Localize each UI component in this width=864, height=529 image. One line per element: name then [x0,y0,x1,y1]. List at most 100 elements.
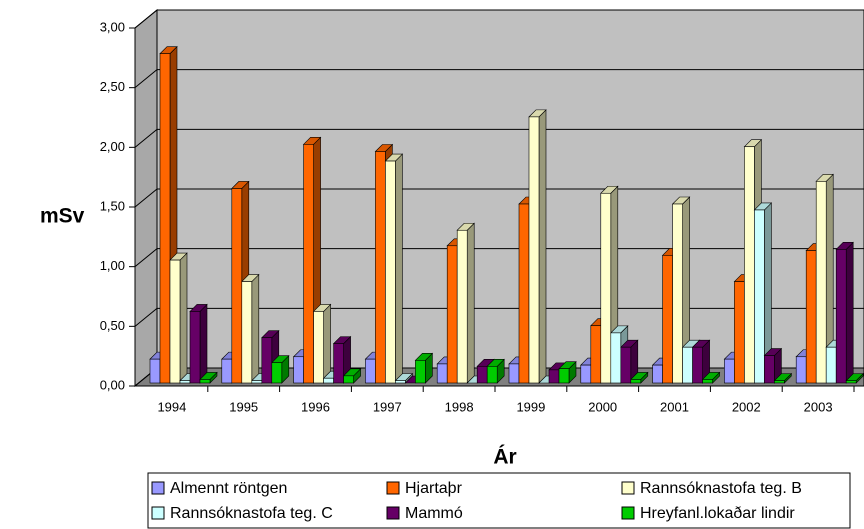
bar-front [734,281,745,384]
bar-front [508,363,520,384]
y-tick-label: 1,50 [100,198,125,213]
bar-front [744,146,755,384]
legend-swatch [151,506,165,520]
bar-side [199,303,208,384]
x-tick-label: 1995 [229,399,258,414]
bar-front [241,281,253,384]
bar-front [415,360,426,384]
grid-line [134,128,158,148]
bar [189,303,208,384]
bar [414,352,434,384]
bar-front [815,181,827,384]
y-tick-label: 2,00 [100,139,125,154]
bar-front [600,192,612,384]
y-tick-label: 2,50 [100,79,125,94]
bar-side [179,252,188,384]
bar-side [251,273,260,384]
bar [486,358,505,384]
bar [671,196,691,384]
grid-line [134,69,158,89]
bar-front [682,346,693,384]
x-tick-label: 1996 [301,399,330,414]
bar-front [271,362,283,384]
bar-front [630,379,642,384]
bar-front [395,380,406,384]
bar [312,303,332,384]
bar [701,371,721,384]
bar-front [231,188,243,384]
legend-label: Almennt röntgen [170,480,287,497]
x-tick-label: 1999 [516,399,545,414]
bar-front [221,358,233,384]
x-tick-label: 2003 [804,399,833,414]
bar-front [548,369,560,384]
legend-label: Rannsóknastofa teg. B [640,480,802,497]
bar [630,371,649,384]
y-tick-label: 0,50 [100,318,125,333]
x-axis-title: Ár [493,446,516,469]
legend-swatch [621,506,635,520]
bar-front [149,358,161,384]
bar [456,222,475,384]
bar-front [375,151,386,384]
bar [528,109,547,384]
bar [620,339,639,384]
bar-front [486,365,498,384]
legend-label: Hreyfanl.lokaðar lindir [640,505,795,522]
grid-line [134,188,158,208]
bar [691,339,711,384]
bar-front [159,53,171,384]
bar-front [672,203,683,384]
bar-front [261,337,273,384]
bar-front [805,250,817,384]
bar-front [293,356,304,384]
x-tick-label: 1997 [373,399,402,414]
legend-swatch [621,481,635,495]
x-tick-label: 2000 [588,399,617,414]
bar-front [590,325,602,384]
x-tick-label: 1998 [445,399,474,414]
bar-side [323,303,331,384]
bar-front [580,364,592,384]
bar-side [395,153,403,384]
bar-front [436,363,448,384]
bar [753,202,773,384]
bar [835,241,854,384]
y-axis-title: mSv [40,205,85,228]
bar-front [774,380,785,384]
bar-front [365,358,376,384]
bar-front [528,116,540,384]
bar-front [558,368,570,384]
bar-front [662,255,673,384]
legend-label: Rannsóknastofa teg. C [170,505,333,522]
bar-front [456,229,468,384]
bar-front [313,311,324,384]
bar-front [835,249,847,384]
bar-front [845,380,857,384]
bar [558,360,577,384]
bar-front [764,355,775,384]
x-tick-label: 2002 [732,399,761,414]
bar-side [466,222,475,384]
legend-label: Hjartaþr [405,480,463,497]
bar-front [169,259,181,384]
bar [845,372,864,384]
bar [241,273,260,384]
legend-swatch [386,506,400,520]
bar-front [189,311,201,384]
bar-front [795,356,807,384]
bar [394,372,414,384]
y-tick-label: 1,00 [100,258,125,273]
bar-side [538,109,547,384]
bar-front [323,377,334,384]
x-tick-label: 2001 [660,399,689,414]
legend-box [147,472,851,529]
grid-line [134,307,158,327]
bar [271,354,290,384]
bar-front [476,365,488,384]
bar-front [652,364,663,384]
bar-front [343,375,354,384]
bar-front [724,358,735,384]
bar-front [518,203,530,384]
